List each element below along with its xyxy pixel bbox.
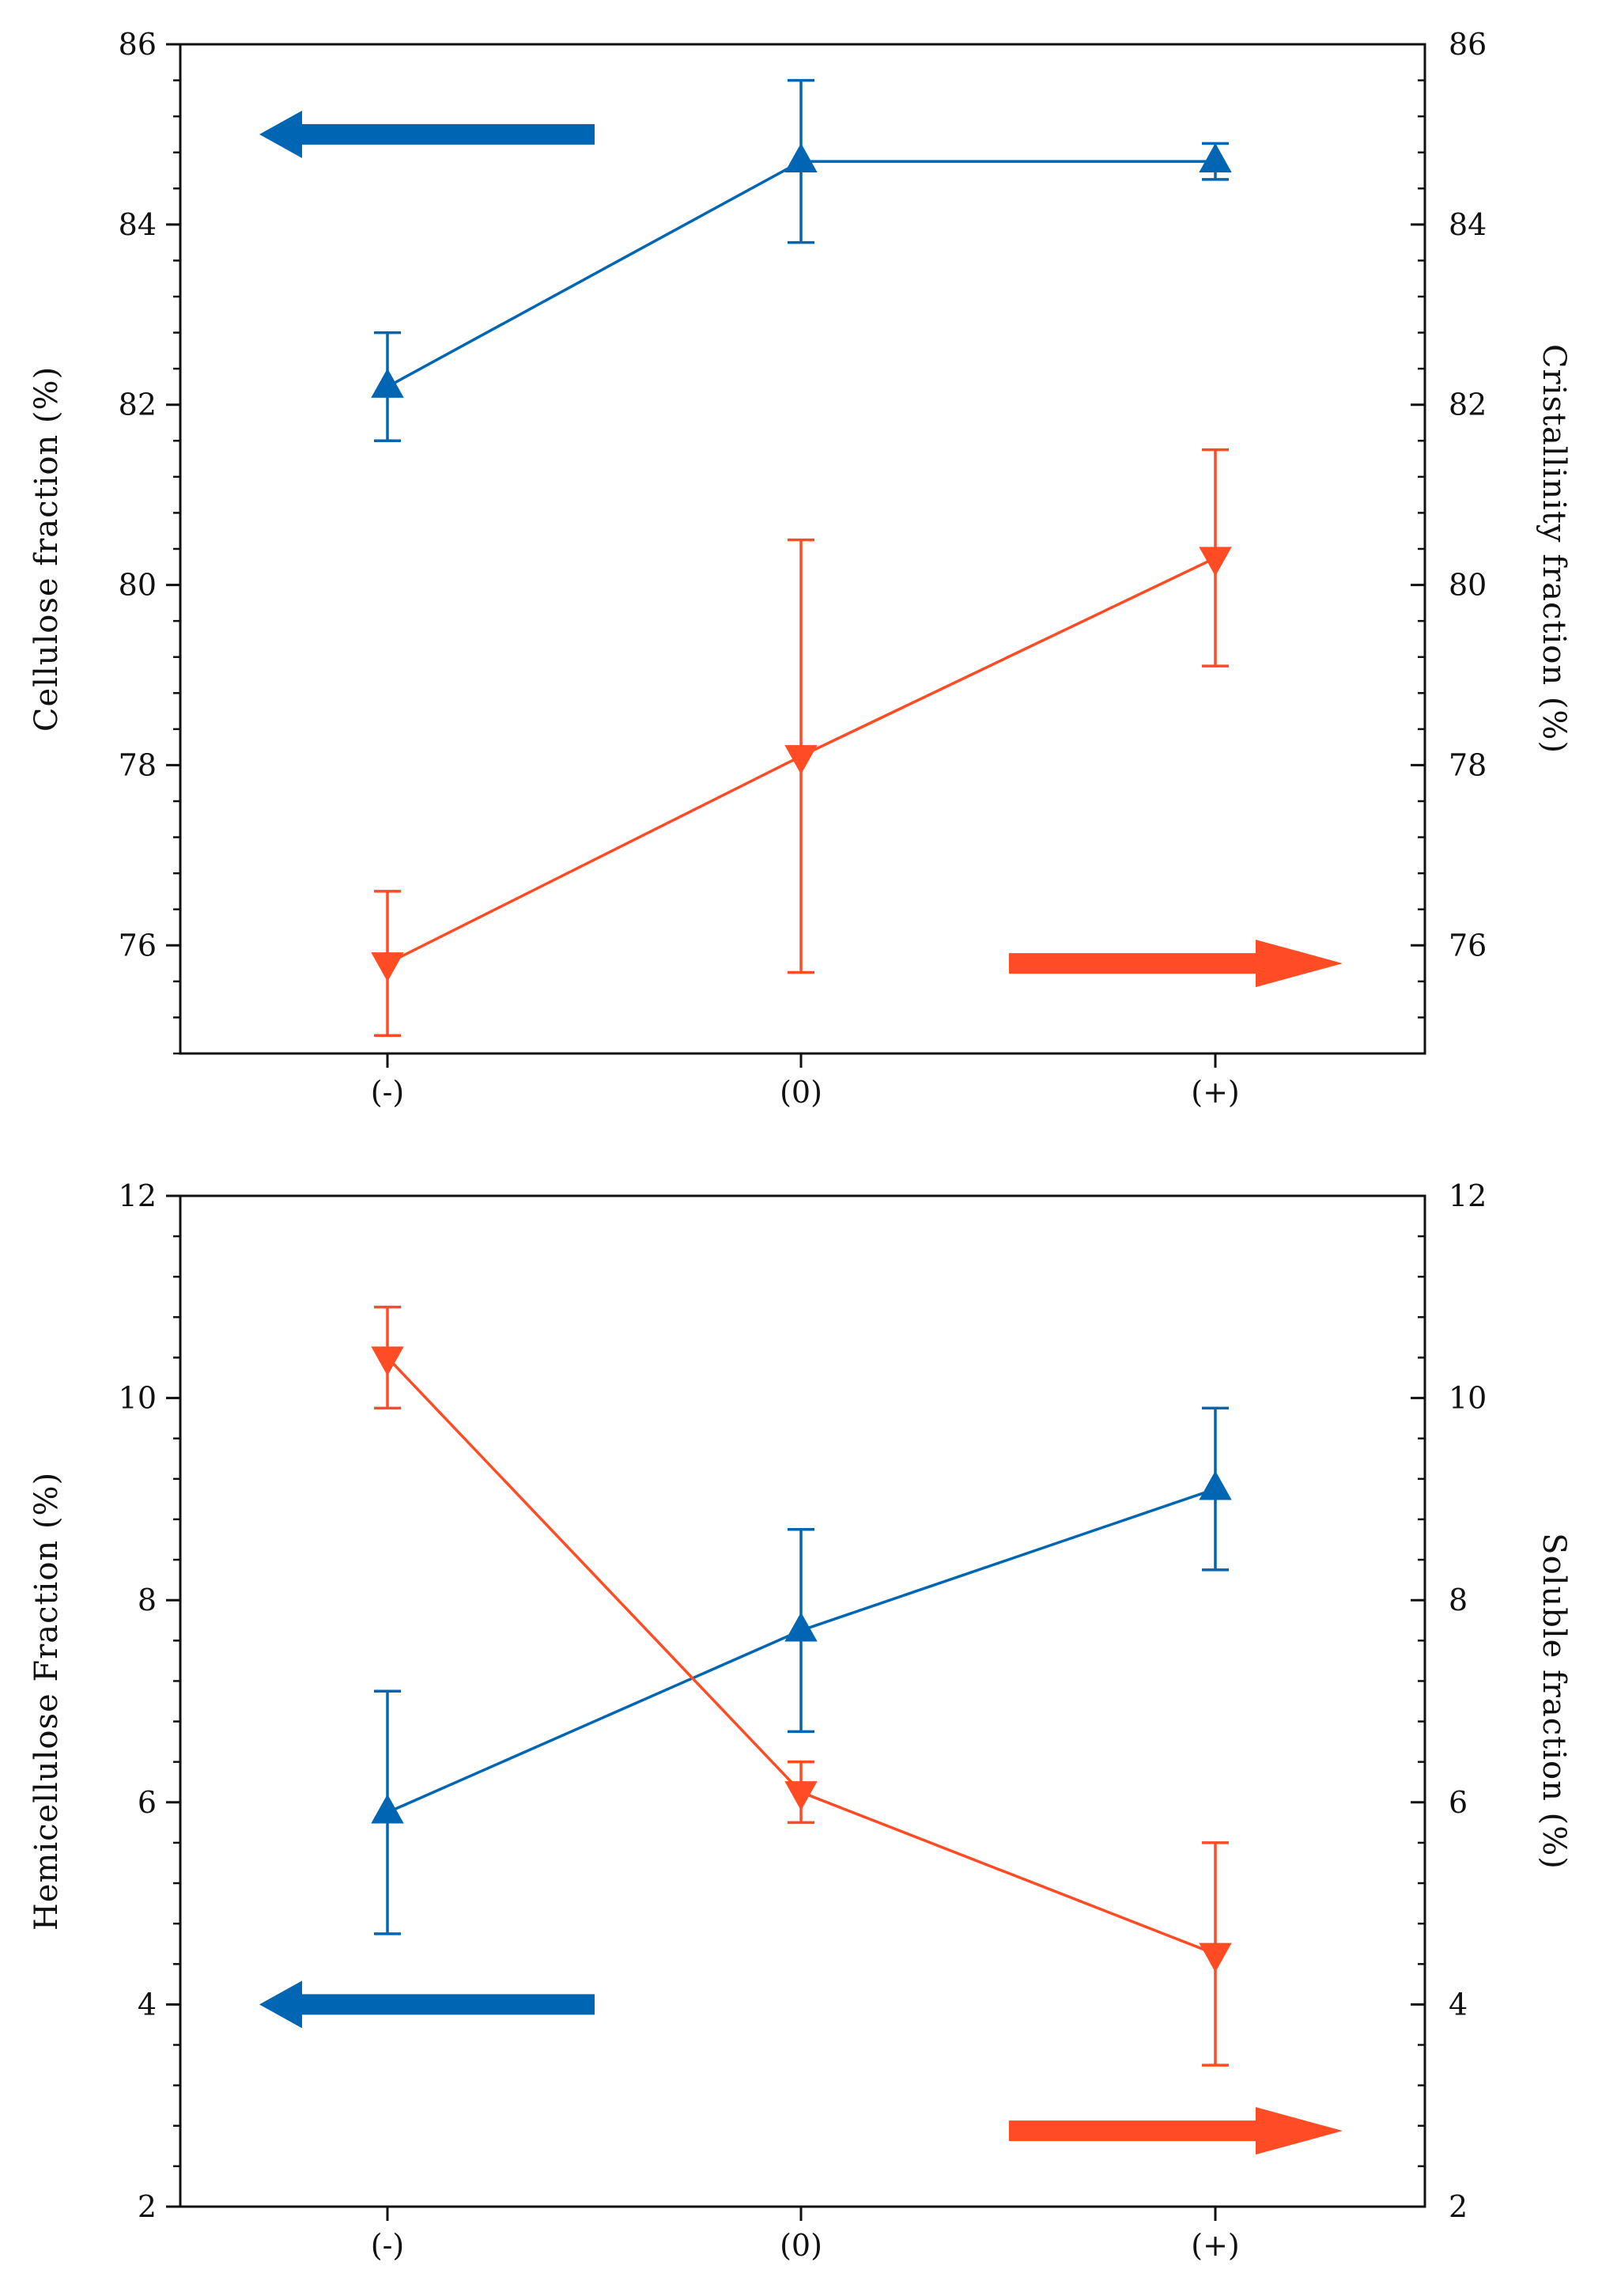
data-point (784, 1781, 818, 1811)
left-axis-arrow (259, 110, 595, 158)
left-tick-label: 80 (119, 568, 157, 603)
x-tick-label: (-) (371, 2228, 405, 2263)
right-axis-title: Cristallinity fraction (%) (1536, 344, 1572, 754)
chart-panel-2: 2 4 6 8 10 12 2 4 6 8 10 12 (-) (0) (+) Hemicellulose F… (28, 1178, 1572, 2263)
series-1 (371, 78, 1232, 443)
data-point (1199, 142, 1232, 173)
series-1 (371, 1406, 1232, 1935)
data-point (784, 745, 818, 775)
left-axis-title: Cellulose fraction (%) (28, 366, 65, 732)
left-tick-label: 84 (119, 207, 157, 242)
data-point (1199, 1942, 1232, 1973)
right-axis-arrow (1009, 940, 1343, 988)
right-tick-label: 10 (1449, 1381, 1487, 1416)
left-tick-label: 76 (119, 928, 157, 963)
left-tick-label: 82 (119, 388, 157, 422)
left-tick-label: 78 (119, 747, 157, 782)
right-axis-title: Soluble fraction (%) (1536, 1533, 1572, 1870)
right-tick-label: 84 (1449, 207, 1487, 242)
data-point (371, 1794, 404, 1824)
right-tick-label: 86 (1449, 27, 1487, 62)
left-tick-label: 4 (138, 1987, 157, 2022)
data-point (1199, 1470, 1232, 1500)
left-tick-label: 8 (138, 1583, 157, 1617)
plot-frame (179, 43, 1426, 1055)
right-tick-label: 12 (1449, 1178, 1487, 1213)
right-tick-label: 2 (1449, 2189, 1468, 2224)
data-point (371, 1346, 404, 1376)
x-tick-label: (+) (1191, 1075, 1240, 1110)
left-axis-title: Hemicellulose Fraction (%) (28, 1472, 65, 1931)
x-tick-label: (-) (371, 1075, 405, 1110)
right-tick-label: 78 (1449, 747, 1487, 782)
right-tick-label: 6 (1449, 1785, 1468, 1820)
x-tick-label: (+) (1191, 2228, 1240, 2263)
right-tick-label: 80 (1449, 568, 1487, 603)
left-tick-label: 86 (119, 27, 157, 62)
left-tick-label: 10 (119, 1381, 157, 1416)
right-axis-arrow (1009, 2107, 1343, 2155)
data-point (1199, 547, 1232, 577)
right-tick-label: 4 (1449, 1987, 1468, 2022)
chart-panel-1: 76 78 80 82 84 86 76 78 80 82 84 86 (-) (0) (+) Cellulo… (28, 27, 1572, 1110)
data-point (784, 142, 818, 173)
right-tick-label: 76 (1449, 928, 1487, 963)
series-2 (371, 448, 1232, 1037)
plot-frame (179, 1194, 1426, 2208)
left-tick-label: 2 (138, 2189, 157, 2224)
data-point (784, 1612, 818, 1642)
data-point (371, 952, 404, 982)
left-axis-arrow (259, 1980, 595, 2029)
left-tick-label: 6 (138, 1785, 157, 1820)
right-tick-label: 8 (1449, 1583, 1468, 1617)
left-tick-label: 12 (119, 1178, 157, 1213)
series-2 (371, 1305, 1232, 2067)
right-tick-label: 82 (1449, 388, 1487, 422)
x-tick-label: (0) (780, 1075, 822, 1110)
data-point (371, 368, 404, 398)
x-tick-label: (0) (780, 2228, 822, 2263)
